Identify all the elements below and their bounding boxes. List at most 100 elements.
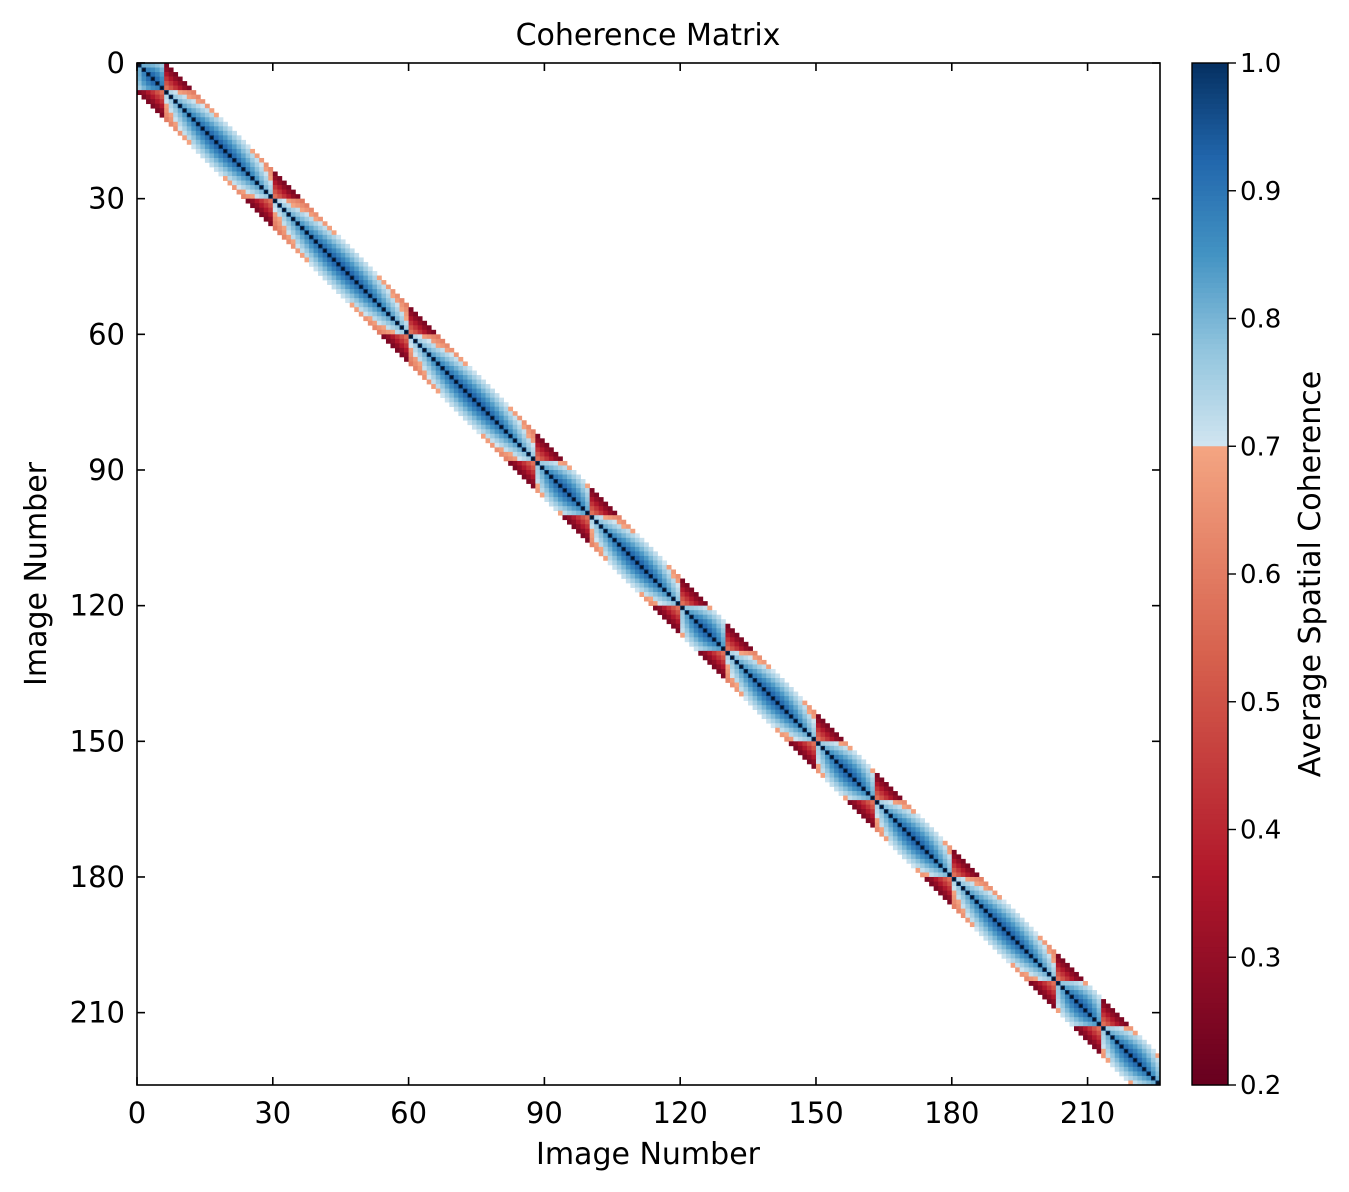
- heatmap-cell: [431, 375, 437, 380]
- colorbar-segment: [1192, 78, 1228, 85]
- heatmap-cell: [1015, 917, 1021, 923]
- heatmap-cell: [1087, 994, 1093, 1000]
- heatmap-cell: [1055, 1003, 1061, 1009]
- x-tick-label: 150: [788, 1096, 843, 1130]
- heatmap-cell: [481, 379, 486, 385]
- heatmap-cell: [938, 840, 944, 846]
- heatmap-cell: [630, 537, 636, 543]
- heatmap-cell: [481, 429, 486, 435]
- heatmap-cell: [195, 148, 201, 154]
- heatmap-cell: [431, 365, 437, 371]
- heatmap-cell: [997, 895, 1002, 900]
- heatmap-cell: [802, 741, 808, 747]
- heatmap-cell: [327, 266, 332, 272]
- heatmap-cell: [594, 497, 600, 502]
- heatmap-cell: [761, 714, 767, 720]
- heatmap-cell: [1101, 1003, 1107, 1009]
- heatmap-cell: [1141, 1057, 1147, 1063]
- heatmap-cell: [1037, 958, 1043, 964]
- heatmap-cell: [1078, 985, 1084, 991]
- colorbar-segment: [1192, 911, 1228, 917]
- heatmap-cell: [911, 854, 916, 860]
- heatmap-cell: [580, 524, 586, 530]
- heatmap-cell: [313, 248, 319, 254]
- heatmap-cell: [680, 623, 686, 629]
- y-tick-label: 120: [70, 589, 125, 623]
- heatmap-cell: [1078, 1030, 1084, 1036]
- heatmap-cell: [535, 479, 541, 484]
- heatmap-cell: [471, 393, 477, 398]
- heatmap-cell: [1006, 944, 1011, 950]
- heatmap-cell: [467, 370, 473, 376]
- heatmap-cell: [272, 171, 278, 177]
- heatmap-cell: [304, 243, 310, 249]
- heatmap-cell: [422, 365, 428, 371]
- heatmap-cell: [901, 813, 907, 819]
- heatmap-cell: [367, 275, 373, 281]
- heatmap-cell: [449, 370, 455, 376]
- heatmap-cell: [277, 230, 283, 236]
- heatmap-cell: [1064, 1003, 1070, 1009]
- heatmap-cell: [883, 827, 889, 833]
- heatmap-cell: [1028, 962, 1034, 968]
- heatmap-cell: [983, 917, 989, 923]
- heatmap-cell: [825, 732, 830, 738]
- heatmap-cell: [422, 338, 428, 344]
- heatmap-cell: [426, 334, 432, 340]
- colorbar-segment: [1192, 584, 1228, 590]
- heatmap-cell: [671, 605, 677, 611]
- heatmap-cell: [263, 176, 269, 181]
- heatmap-cell: [942, 854, 948, 860]
- heatmap-cell: [834, 768, 839, 774]
- heatmap-cell: [517, 424, 523, 430]
- heatmap-cell: [408, 338, 414, 344]
- colorbar-segment: [1192, 875, 1228, 882]
- heatmap-cell: [865, 804, 871, 810]
- heatmap-cell: [834, 763, 839, 769]
- diagonal-marker: [531, 457, 535, 461]
- heatmap-cell: [535, 483, 541, 489]
- heatmap-cell: [336, 234, 342, 240]
- heatmap-cell: [612, 533, 618, 539]
- heatmap-cell: [1064, 1008, 1070, 1013]
- heatmap-cell: [281, 230, 287, 236]
- heatmap-cell: [815, 745, 821, 751]
- heatmap-cell: [671, 610, 677, 616]
- heatmap-cell: [603, 542, 609, 548]
- heatmap-cell: [159, 94, 165, 100]
- heatmap-cell: [539, 479, 545, 484]
- colorbar-segment: [1192, 221, 1228, 228]
- heatmap-cell: [376, 284, 382, 290]
- colorbar-segment: [1192, 982, 1228, 989]
- heatmap-cell: [548, 469, 554, 475]
- heatmap-cell: [195, 144, 201, 150]
- heatmap-cell: [630, 578, 636, 584]
- heatmap-cell: [933, 881, 939, 887]
- heatmap-cell: [318, 234, 323, 240]
- heatmap-cell: [254, 189, 260, 195]
- heatmap-cell: [603, 524, 609, 530]
- diagonal-marker: [156, 81, 159, 85]
- heatmap-cell: [227, 180, 233, 186]
- heatmap-cell: [766, 687, 772, 692]
- heatmap-cell: [318, 248, 323, 254]
- heatmap-cell: [209, 153, 215, 159]
- heatmap-cell: [1110, 1030, 1116, 1036]
- heatmap-cell: [874, 818, 880, 824]
- heatmap-cell: [331, 284, 337, 290]
- heatmap-cell: [327, 230, 332, 236]
- heatmap-cell: [440, 384, 446, 389]
- heatmap-cell: [734, 673, 740, 679]
- heatmap-cell: [499, 429, 504, 435]
- heatmap-cell: [1123, 1044, 1129, 1050]
- heatmap-cell: [852, 804, 858, 810]
- heatmap-cell: [802, 745, 808, 751]
- heatmap-cell: [639, 542, 645, 548]
- heatmap-cell: [467, 384, 473, 389]
- heatmap-cell: [557, 510, 563, 516]
- heatmap-cell: [680, 610, 686, 616]
- diagonal-marker: [816, 742, 820, 745]
- heatmap-cell: [793, 696, 799, 701]
- heatmap-cell: [1060, 967, 1066, 973]
